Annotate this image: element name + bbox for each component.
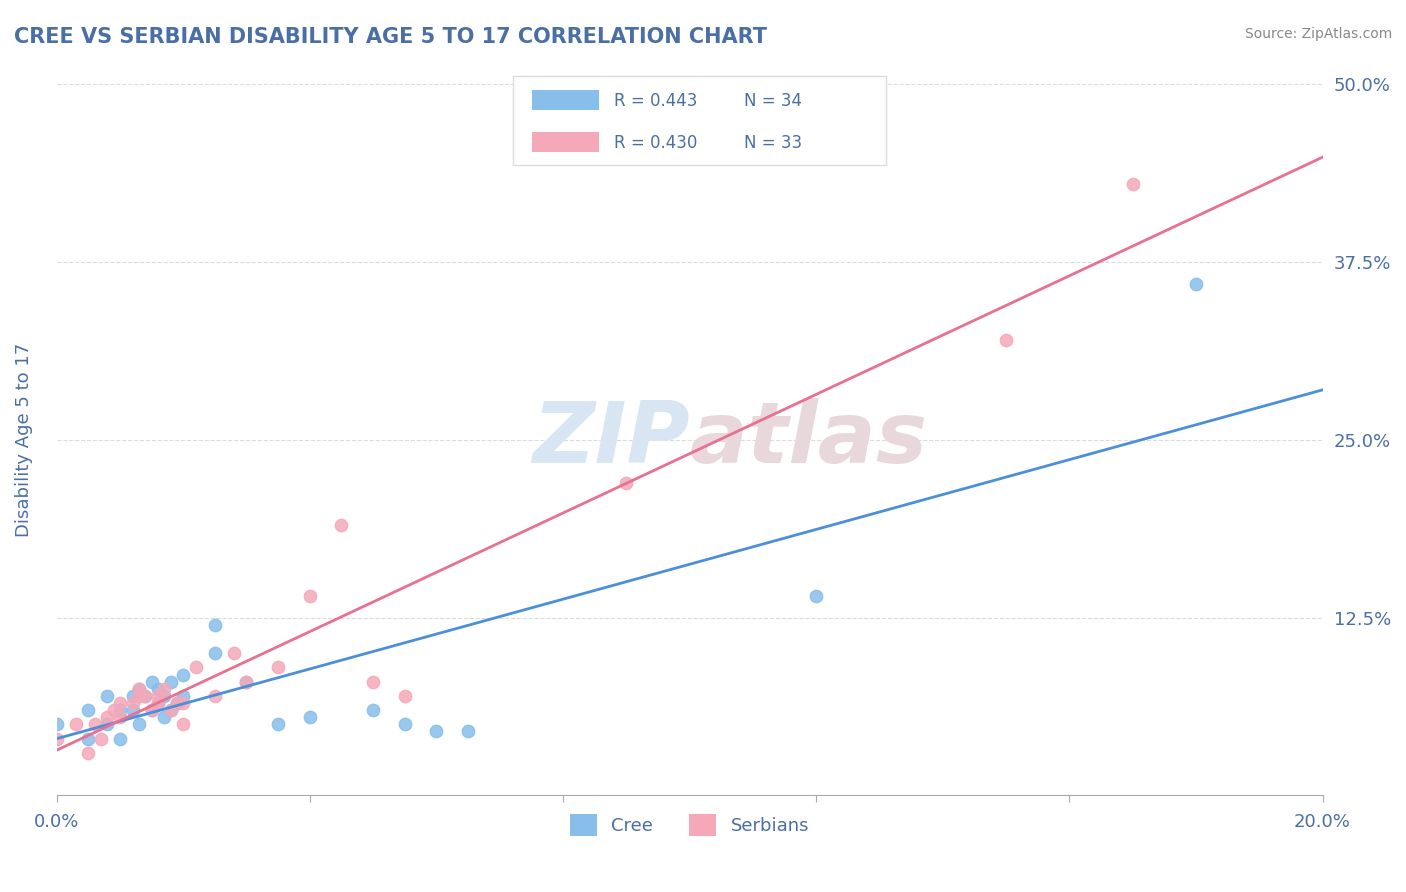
Point xyxy=(995,334,1018,348)
Point xyxy=(141,703,163,717)
Point xyxy=(45,731,67,746)
Point xyxy=(141,703,163,717)
Point xyxy=(146,696,169,710)
Point xyxy=(330,518,353,533)
Point xyxy=(108,703,131,717)
Point xyxy=(172,667,194,681)
Point xyxy=(45,717,67,731)
Point xyxy=(121,703,143,717)
Point xyxy=(121,696,143,710)
Point xyxy=(1122,177,1144,191)
Point xyxy=(204,646,226,660)
Point xyxy=(172,689,194,703)
Point xyxy=(159,703,181,717)
Point xyxy=(394,689,416,703)
Point xyxy=(804,590,827,604)
Point xyxy=(128,689,150,703)
Point xyxy=(235,674,257,689)
Point xyxy=(172,696,194,710)
Point xyxy=(146,696,169,710)
Point xyxy=(103,703,125,717)
Point xyxy=(159,703,181,717)
Bar xyxy=(531,132,599,152)
Point xyxy=(394,717,416,731)
Point xyxy=(90,731,112,746)
Point xyxy=(96,689,118,703)
Point xyxy=(267,660,290,674)
Point xyxy=(361,703,384,717)
Point xyxy=(83,717,105,731)
Text: atlas: atlas xyxy=(689,399,928,482)
Text: R = 0.430: R = 0.430 xyxy=(614,134,697,152)
Point xyxy=(65,717,87,731)
Point xyxy=(204,689,226,703)
Point xyxy=(153,681,176,696)
Point xyxy=(166,696,188,710)
Point xyxy=(172,717,194,731)
Text: ZIP: ZIP xyxy=(531,399,689,482)
Point xyxy=(425,724,447,739)
Point xyxy=(361,674,384,689)
Point xyxy=(128,717,150,731)
Text: Source: ZipAtlas.com: Source: ZipAtlas.com xyxy=(1244,27,1392,41)
Point xyxy=(614,475,637,490)
Text: N = 34: N = 34 xyxy=(744,92,803,110)
Point xyxy=(235,674,257,689)
Point xyxy=(457,724,479,739)
Point xyxy=(108,731,131,746)
Point xyxy=(146,681,169,696)
Text: N = 33: N = 33 xyxy=(744,134,803,152)
Point xyxy=(298,590,321,604)
Y-axis label: Disability Age 5 to 17: Disability Age 5 to 17 xyxy=(15,343,32,537)
Text: R = 0.443: R = 0.443 xyxy=(614,92,697,110)
Point xyxy=(1185,277,1208,291)
Point xyxy=(128,681,150,696)
Point xyxy=(166,696,188,710)
Point xyxy=(267,717,290,731)
Point xyxy=(184,660,207,674)
Point xyxy=(77,703,100,717)
Point xyxy=(128,681,150,696)
Point xyxy=(141,674,163,689)
Point xyxy=(146,689,169,703)
Point xyxy=(204,617,226,632)
Point xyxy=(134,689,156,703)
Point xyxy=(77,746,100,760)
Point xyxy=(96,717,118,731)
Point xyxy=(108,696,131,710)
Point xyxy=(134,689,156,703)
Point xyxy=(121,689,143,703)
Legend: Cree, Serbians: Cree, Serbians xyxy=(562,806,817,843)
Point xyxy=(153,710,176,724)
Point xyxy=(222,646,245,660)
Text: CREE VS SERBIAN DISABILITY AGE 5 TO 17 CORRELATION CHART: CREE VS SERBIAN DISABILITY AGE 5 TO 17 C… xyxy=(14,27,768,46)
Point xyxy=(159,674,181,689)
Point xyxy=(77,731,100,746)
Point xyxy=(298,710,321,724)
Point xyxy=(108,710,131,724)
Point xyxy=(153,689,176,703)
Bar xyxy=(531,90,599,110)
Point xyxy=(96,710,118,724)
